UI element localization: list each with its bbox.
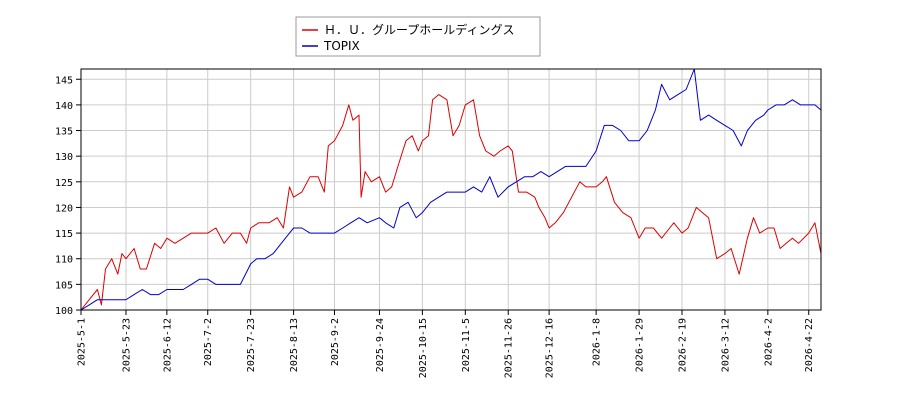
x-tick-label: 2025-7-2 xyxy=(203,318,214,366)
x-tick-label: 2025-7-23 xyxy=(246,318,257,372)
x-tick-label: 2025-6-12 xyxy=(162,318,173,372)
x-tick-label: 2025-10-15 xyxy=(418,318,429,378)
y-axis: 100 105 110 115 120 125 130 135 140 145 xyxy=(55,75,81,317)
series-line-topix xyxy=(80,68,822,311)
series-layer xyxy=(80,68,822,311)
x-tick-label: 2025-11-5 xyxy=(461,318,472,372)
x-tick-label: 2026-1-29 xyxy=(635,318,646,372)
x-tick-label: 2026-3-12 xyxy=(720,318,731,372)
y-tick-label: 120 xyxy=(55,203,73,214)
x-tick-label: 2025-12-16 xyxy=(545,318,556,378)
y-tick-label: 135 xyxy=(55,127,73,138)
x-tick-label: 2025-8-13 xyxy=(289,318,300,372)
legend-label-hu-group: Ｈ．Ｕ．グループホールディングス xyxy=(324,22,514,37)
series-line-hu-group xyxy=(80,94,822,311)
x-tick-label: 2025-5-23 xyxy=(121,318,132,372)
y-tick-label: 110 xyxy=(55,255,73,266)
y-tick-label: 105 xyxy=(55,280,73,291)
y-tick-label: 140 xyxy=(55,101,73,112)
y-tick-label: 145 xyxy=(55,75,73,86)
y-tick-label: 115 xyxy=(55,229,73,240)
legend-label-topix: TOPIX xyxy=(323,39,360,53)
plot-frame xyxy=(80,68,822,311)
x-tick-label: 2026-4-2 xyxy=(763,318,774,366)
legend-box xyxy=(295,16,541,57)
x-tick-label: 2026-4-22 xyxy=(804,318,815,372)
y-tick-label: 130 xyxy=(55,152,73,163)
x-axis: 2025-5-1 2025-5-23 2025-6-12 2025-7-2 2025-7… xyxy=(77,310,815,378)
y-tick-label: 125 xyxy=(55,178,73,189)
x-tick-label: 2025-11-26 xyxy=(504,318,515,378)
legend: Ｈ．Ｕ．グループホールディングス TOPIX xyxy=(295,16,541,57)
x-tick-label: 2025-9-24 xyxy=(375,318,386,372)
x-tick-label: 2026-2-19 xyxy=(677,318,688,372)
x-tick-label: 2025-9-2 xyxy=(330,318,341,366)
x-tick-label: 2025-5-1 xyxy=(77,318,88,366)
y-tick-label: 100 xyxy=(55,306,73,317)
x-tick-label: 2026-1-8 xyxy=(592,318,603,366)
